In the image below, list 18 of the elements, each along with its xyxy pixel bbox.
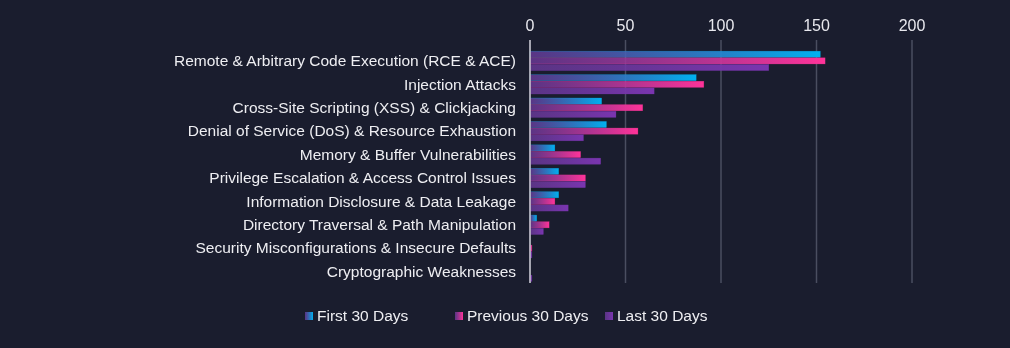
y-tick-label: Cross-Site Scripting (XSS) & Clickjacking <box>232 98 516 116</box>
y-tick-label: Remote & Arbitrary Code Execution (RCE & ACE) <box>174 52 516 70</box>
y-tick-label: Denial of Service (DoS) & Resource Exhaustion <box>187 122 516 140</box>
x-tick-label: 0 <box>525 17 535 34</box>
y-tick-label: Directory Traversal & Path Manipulation <box>242 216 516 234</box>
x-tick-label: 100 <box>707 17 735 34</box>
x-tick-label: 150 <box>803 17 830 34</box>
y-tick-label: Privilege Escalation & Access Control Issues <box>209 169 517 187</box>
y-tick-label: Injection Attacks <box>403 75 517 93</box>
legend-label: Previous 30 Days <box>467 307 589 324</box>
legend-label: First 30 Days <box>317 307 409 324</box>
y-tick-label: Information Disclosure & Data Leakage <box>246 192 516 210</box>
y-tick-label: Memory & Buffer Vulnerabilities <box>299 145 517 163</box>
legend-label: Last 30 Days <box>617 307 708 324</box>
x-tick-label: 200 <box>898 17 926 34</box>
x-tick-label: 50 <box>616 17 635 34</box>
y-tick-label: Cryptographic Weaknesses <box>326 262 517 280</box>
y-tick-label: Security Misconfigurations & Insecure Defaults <box>195 239 517 257</box>
